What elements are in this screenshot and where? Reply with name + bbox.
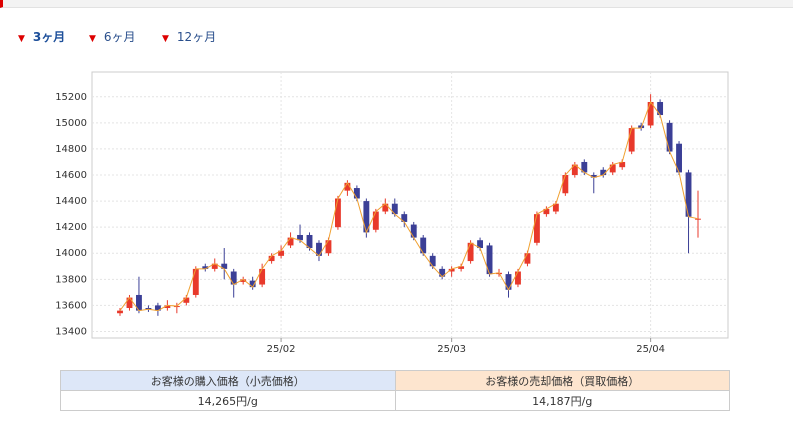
table-header: お客様の購入価格（小売価格） — [60, 370, 396, 391]
candle-body — [363, 201, 370, 233]
tab[interactable]: ▼ 6ヶ月 — [89, 30, 136, 44]
candle-body — [695, 218, 701, 220]
candle-body — [145, 308, 152, 310]
candle-body — [410, 224, 417, 238]
candle-body — [240, 279, 247, 282]
candle-body — [666, 122, 673, 152]
close-line — [119, 100, 699, 312]
candle-body — [571, 164, 578, 176]
candle-body — [467, 242, 474, 262]
candle-body — [515, 271, 521, 285]
candle-body — [486, 245, 493, 275]
candle-body — [287, 237, 294, 246]
candle-body — [562, 175, 569, 194]
candle-body — [325, 240, 332, 254]
y-tick-label: 15000 — [55, 118, 87, 129]
candle-body — [619, 161, 626, 168]
candle-body — [628, 128, 635, 152]
candle-body — [259, 268, 266, 285]
candle-body — [685, 172, 692, 217]
candle-body — [183, 297, 190, 303]
x-tick-label: 25/03 — [437, 344, 466, 355]
candle-body — [676, 143, 682, 173]
candle-body — [202, 266, 209, 269]
candle-body — [316, 242, 322, 256]
candle-body — [448, 268, 455, 272]
candle-body — [136, 294, 142, 311]
tab-label[interactable]: 3ヶ月 — [32, 30, 66, 44]
y-tick-label: 14600 — [55, 170, 87, 181]
table-cell: 14,187円/g — [394, 390, 730, 411]
candle-body — [372, 211, 379, 230]
candle-body — [439, 268, 446, 277]
y-tick-label: 13600 — [55, 300, 87, 311]
candle-body — [249, 280, 256, 288]
candle-body — [600, 169, 607, 176]
candle-body — [211, 263, 218, 269]
candle-body — [297, 234, 303, 241]
y-tick-label: 14200 — [55, 222, 87, 233]
tab-label[interactable]: 6ヶ月 — [103, 30, 136, 44]
candle-body — [391, 203, 398, 215]
candle-body — [609, 164, 616, 173]
candle-body — [505, 274, 512, 290]
candle-body — [126, 297, 133, 309]
candle-body — [117, 310, 123, 314]
candle-body — [382, 203, 389, 212]
candle-body — [458, 266, 465, 269]
price-table: お客様の購入価格（小売価格） お客様の売却価格（買取価格） 14,265円/g 14… — [60, 370, 730, 411]
y-tick-label: 15200 — [55, 92, 87, 103]
candle-body — [306, 234, 313, 249]
x-tick-label: 25/04 — [636, 344, 665, 355]
candle-body — [278, 250, 285, 256]
candle-body — [647, 101, 654, 126]
candle-body — [533, 214, 540, 243]
candle-body — [420, 237, 427, 254]
table-cell: 14,265円/g — [60, 390, 396, 411]
candle-body — [221, 263, 228, 269]
tab[interactable]: ▼ 12ヶ月 — [162, 30, 217, 44]
candle-body — [401, 214, 408, 222]
candle-body — [353, 188, 360, 199]
y-tick-label: 14400 — [55, 196, 87, 207]
tab-label[interactable]: 12ヶ月 — [176, 30, 217, 44]
candle-body — [268, 255, 275, 262]
candle-body — [230, 271, 237, 285]
candle-body — [334, 198, 341, 228]
candle-body — [657, 101, 664, 116]
table-header: お客様の売却価格（買取価格） — [394, 370, 730, 391]
y-tick-label: 13800 — [55, 274, 87, 285]
candle-body — [524, 253, 531, 264]
candle-body — [477, 240, 484, 249]
candle-body — [552, 203, 559, 212]
candle-body — [429, 255, 436, 267]
candle-body — [590, 175, 597, 178]
y-tick-label: 14000 — [55, 248, 87, 259]
candle-body — [543, 208, 550, 215]
candle-body — [154, 305, 161, 311]
top-bar — [0, 0, 793, 8]
y-tick-label: 13400 — [55, 326, 87, 337]
chart: 13400 13600 13800 14000 14200 14400 14600 14800… — [55, 71, 729, 355]
y-tick-label: 14800 — [55, 144, 87, 155]
x-tick-label: 25/02 — [267, 344, 296, 355]
candle-body — [344, 182, 351, 191]
tab[interactable]: ▼ 3ヶ月 — [18, 30, 66, 44]
candle-body — [164, 305, 171, 309]
candle-body — [581, 161, 588, 173]
candle-body — [192, 268, 199, 295]
